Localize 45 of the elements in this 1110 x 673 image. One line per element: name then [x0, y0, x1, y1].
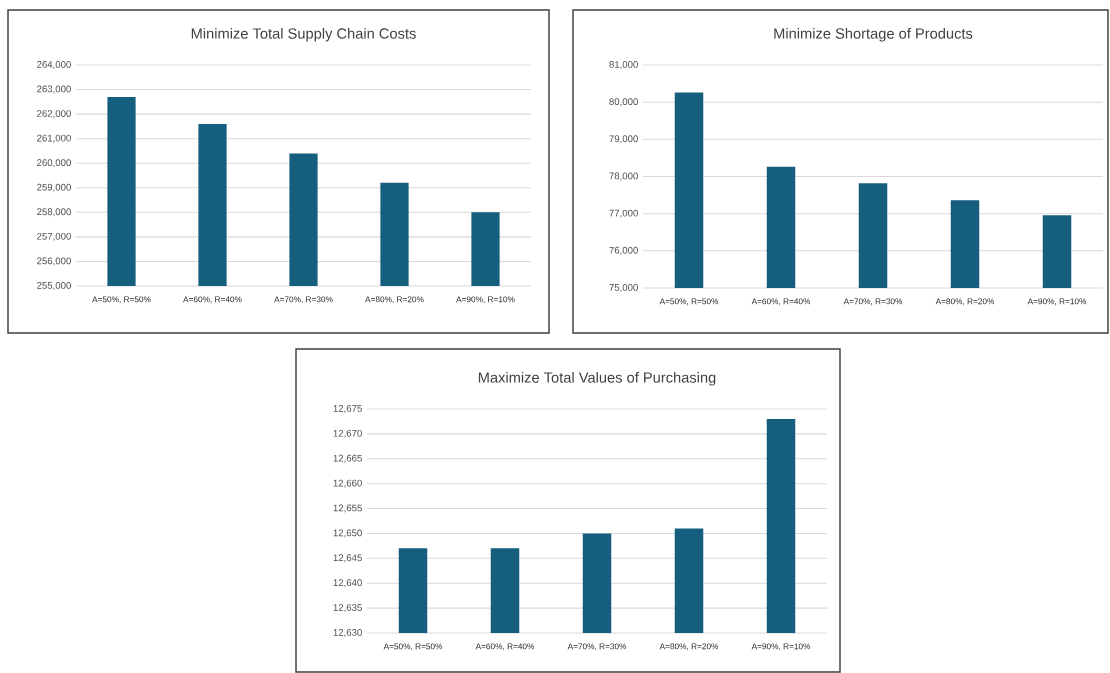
x-tick-label: A=50%, R=50% — [659, 298, 719, 306]
x-tick-label: A=70%, R=30% — [567, 643, 627, 651]
y-tick-label: 12,630 — [333, 629, 362, 637]
y-tick-label: 12,660 — [333, 479, 362, 488]
y-tick-label: 260,000 — [37, 159, 71, 168]
y-tick-label: 81,000 — [609, 61, 638, 69]
y-tick-label: 12,670 — [333, 429, 362, 438]
y-tick-label: 12,645 — [333, 554, 362, 563]
x-tick-label: A=80%, R=20% — [659, 643, 719, 651]
y-tick-label: 261,000 — [37, 134, 71, 143]
y-tick-label: 76,000 — [609, 246, 638, 255]
y-tick-label: 77,000 — [609, 209, 638, 218]
y-tick-label: 78,000 — [609, 172, 638, 181]
x-tick-label: A=60%, R=40% — [751, 298, 811, 306]
x-tick-label: A=90%, R=10% — [456, 296, 515, 304]
y-tick-label: 12,635 — [333, 604, 362, 613]
x-tick-label: A=80%, R=20% — [365, 296, 424, 304]
y-tick-label: 79,000 — [609, 135, 638, 144]
x-tick-label: A=60%, R=40% — [475, 643, 535, 651]
y-tick-label: 257,000 — [37, 232, 71, 241]
x-tick-label: A=70%, R=30% — [274, 296, 333, 304]
y-tick-label: 12,675 — [333, 405, 362, 413]
x-tick-label: A=60%, R=40% — [183, 296, 242, 304]
y-tick-label: 264,000 — [37, 61, 71, 69]
y-tick-label: 263,000 — [37, 85, 71, 94]
x-tick-label: A=50%, R=50% — [383, 643, 443, 651]
y-tick-label: 256,000 — [37, 257, 71, 266]
y-tick-label: 12,655 — [333, 504, 362, 513]
x-tick-label: A=70%, R=30% — [843, 298, 903, 306]
y-tick-label: 12,640 — [333, 579, 362, 588]
y-tick-label: 262,000 — [37, 110, 71, 119]
y-tick-label: 255,000 — [37, 282, 71, 290]
y-tick-label: 12,650 — [333, 529, 362, 538]
x-tick-label: A=50%, R=50% — [92, 296, 151, 304]
chart-title: Minimize Total Supply Chain Costs — [191, 27, 416, 42]
y-tick-label: 80,000 — [609, 98, 638, 107]
x-tick-label: A=90%, R=10% — [751, 643, 811, 651]
chart-title: Minimize Shortage of Products — [774, 27, 973, 42]
chart-title: Maximize Total Values of Purchasing — [478, 371, 716, 386]
y-tick-label: 12,665 — [333, 454, 362, 463]
x-tick-label: A=80%, R=20% — [935, 298, 995, 306]
y-tick-label: 259,000 — [37, 183, 71, 192]
y-tick-label: 258,000 — [37, 208, 71, 217]
y-tick-label: 75,000 — [609, 284, 638, 292]
x-tick-label: A=90%, R=10% — [1027, 298, 1087, 306]
